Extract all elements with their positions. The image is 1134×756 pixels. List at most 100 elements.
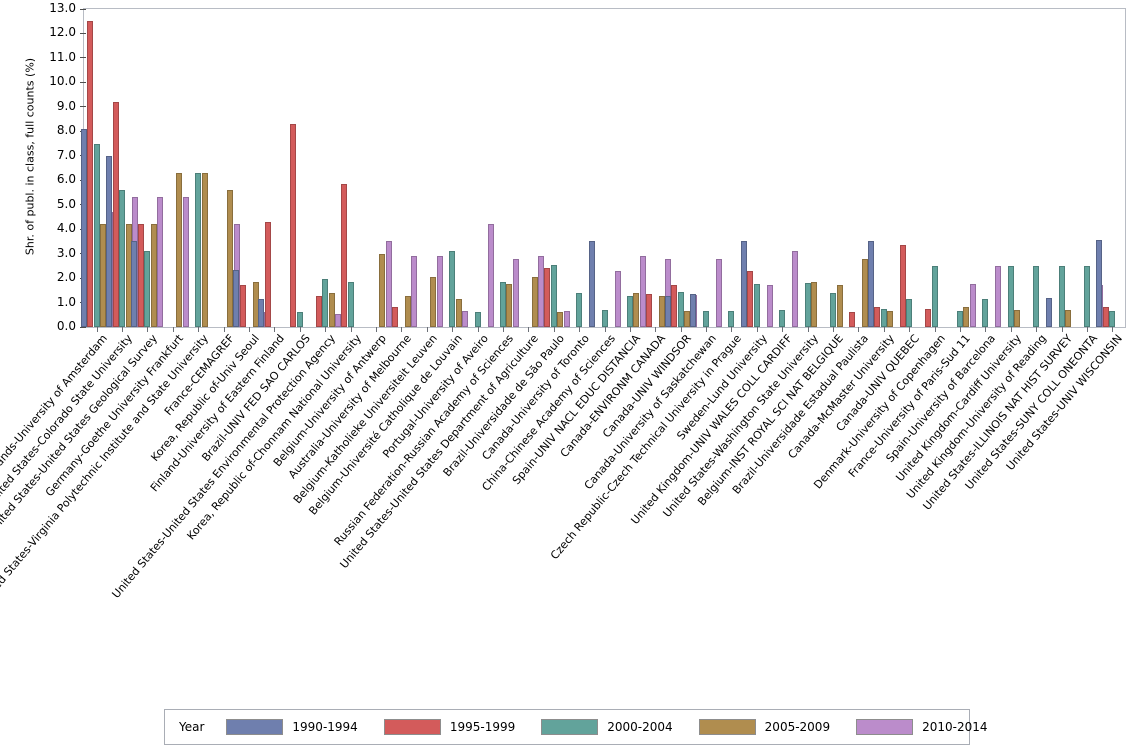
bar: [506, 284, 513, 327]
y-tick-label: 7.0: [56, 147, 76, 162]
x-tick-mark: [757, 327, 758, 332]
x-tick-mark: [884, 327, 885, 332]
x-tick-mark: [605, 327, 606, 332]
bar: [956, 311, 963, 327]
legend-item[interactable]: 2000-2004: [541, 719, 673, 735]
y-tick-label: 1.0: [56, 294, 76, 309]
legend-swatch: [226, 719, 284, 735]
bar: [1045, 297, 1052, 327]
x-tick-mark: [427, 327, 428, 332]
x-tick-mark: [960, 327, 961, 332]
x-tick-mark: [147, 327, 148, 332]
bar: [645, 293, 652, 327]
bar: [995, 265, 1002, 327]
legend-title: Year: [179, 720, 205, 734]
legend-swatch: [541, 719, 599, 735]
bar: [80, 128, 87, 327]
bar: [385, 241, 392, 327]
legend-item[interactable]: 2005-2009: [698, 719, 830, 735]
bar: [899, 245, 906, 327]
y-tick-label: 4.0: [56, 221, 76, 236]
bar: [740, 241, 747, 327]
x-tick-mark: [808, 327, 809, 332]
bar: [867, 241, 874, 327]
bar: [512, 258, 519, 327]
legend-label: 2010-2014: [922, 720, 988, 734]
bar: [677, 291, 684, 327]
legend-item[interactable]: 2010-2014: [856, 719, 988, 735]
bar: [499, 281, 506, 327]
x-tick-mark: [503, 327, 504, 332]
x-tick-mark: [122, 327, 123, 332]
bar: [227, 190, 234, 327]
y-tick-label: 13.0: [49, 1, 76, 15]
bar: [335, 313, 342, 327]
x-tick-mark: [985, 327, 986, 332]
bar: [1065, 309, 1072, 327]
bar: [906, 298, 913, 327]
bar: [328, 292, 335, 327]
bar: [296, 312, 303, 327]
bar: [252, 281, 259, 327]
bar: [664, 296, 671, 327]
bar: [684, 311, 691, 327]
bar: [703, 311, 710, 327]
bar: [1083, 265, 1090, 327]
x-tick-mark: [782, 327, 783, 332]
legend-swatch: [383, 719, 441, 735]
bar: [411, 256, 418, 327]
x-tick-mark: [655, 327, 656, 332]
bar: [614, 270, 621, 327]
y-tick-label: 10.0: [49, 74, 76, 89]
x-tick-mark: [1087, 327, 1088, 332]
bar: [195, 172, 202, 327]
legend-item[interactable]: 1990-1994: [226, 719, 358, 735]
bar: [753, 284, 760, 327]
y-tick-mark: [80, 81, 86, 83]
x-tick-mark: [97, 327, 98, 332]
legend-swatch: [856, 719, 914, 735]
bar: [315, 296, 322, 327]
y-tick-mark: [80, 106, 86, 108]
x-tick-mark: [351, 327, 352, 332]
x-tick-mark: [1062, 327, 1063, 332]
bar: [1109, 311, 1116, 327]
bar: [322, 279, 329, 327]
x-tick-mark: [858, 327, 859, 332]
bar: [671, 285, 678, 327]
bar: [1096, 240, 1103, 327]
bar: [100, 224, 107, 327]
bar: [131, 241, 138, 327]
bar: [93, 143, 100, 327]
y-tick-mark: [80, 32, 86, 34]
bar: [861, 258, 868, 327]
bar: [848, 312, 855, 327]
bar: [779, 309, 786, 327]
bar: [601, 309, 608, 327]
bar: [931, 265, 938, 327]
bar: [576, 292, 583, 327]
bar: [633, 292, 640, 327]
x-tick-mark: [1112, 327, 1113, 332]
x-tick-mark: [274, 327, 275, 332]
bar: [347, 281, 354, 327]
bar: [436, 256, 443, 327]
bar: [201, 172, 208, 327]
y-tick-label: 2.0: [56, 270, 76, 285]
legend-item[interactable]: 1995-1999: [383, 719, 515, 735]
plot-inner: 0.0 1.0 2.0 3.0 4.0 5.0 6.0 7.0 8.0 9.0 10.0 11.0 12…: [49, 1, 1125, 333]
bar: [963, 307, 970, 327]
bar: [804, 282, 811, 327]
bar: [836, 285, 843, 327]
x-tick-mark: [706, 327, 707, 332]
bar: [639, 256, 646, 327]
bar: [830, 292, 836, 327]
x-tick-mark: [833, 327, 834, 332]
bar: [550, 264, 557, 327]
bar: [137, 224, 144, 327]
bar: [455, 298, 462, 327]
x-tick-mark: [579, 327, 580, 332]
y-tick-label: 11.0: [49, 49, 76, 64]
bar: [233, 269, 240, 327]
bar: [449, 251, 456, 327]
